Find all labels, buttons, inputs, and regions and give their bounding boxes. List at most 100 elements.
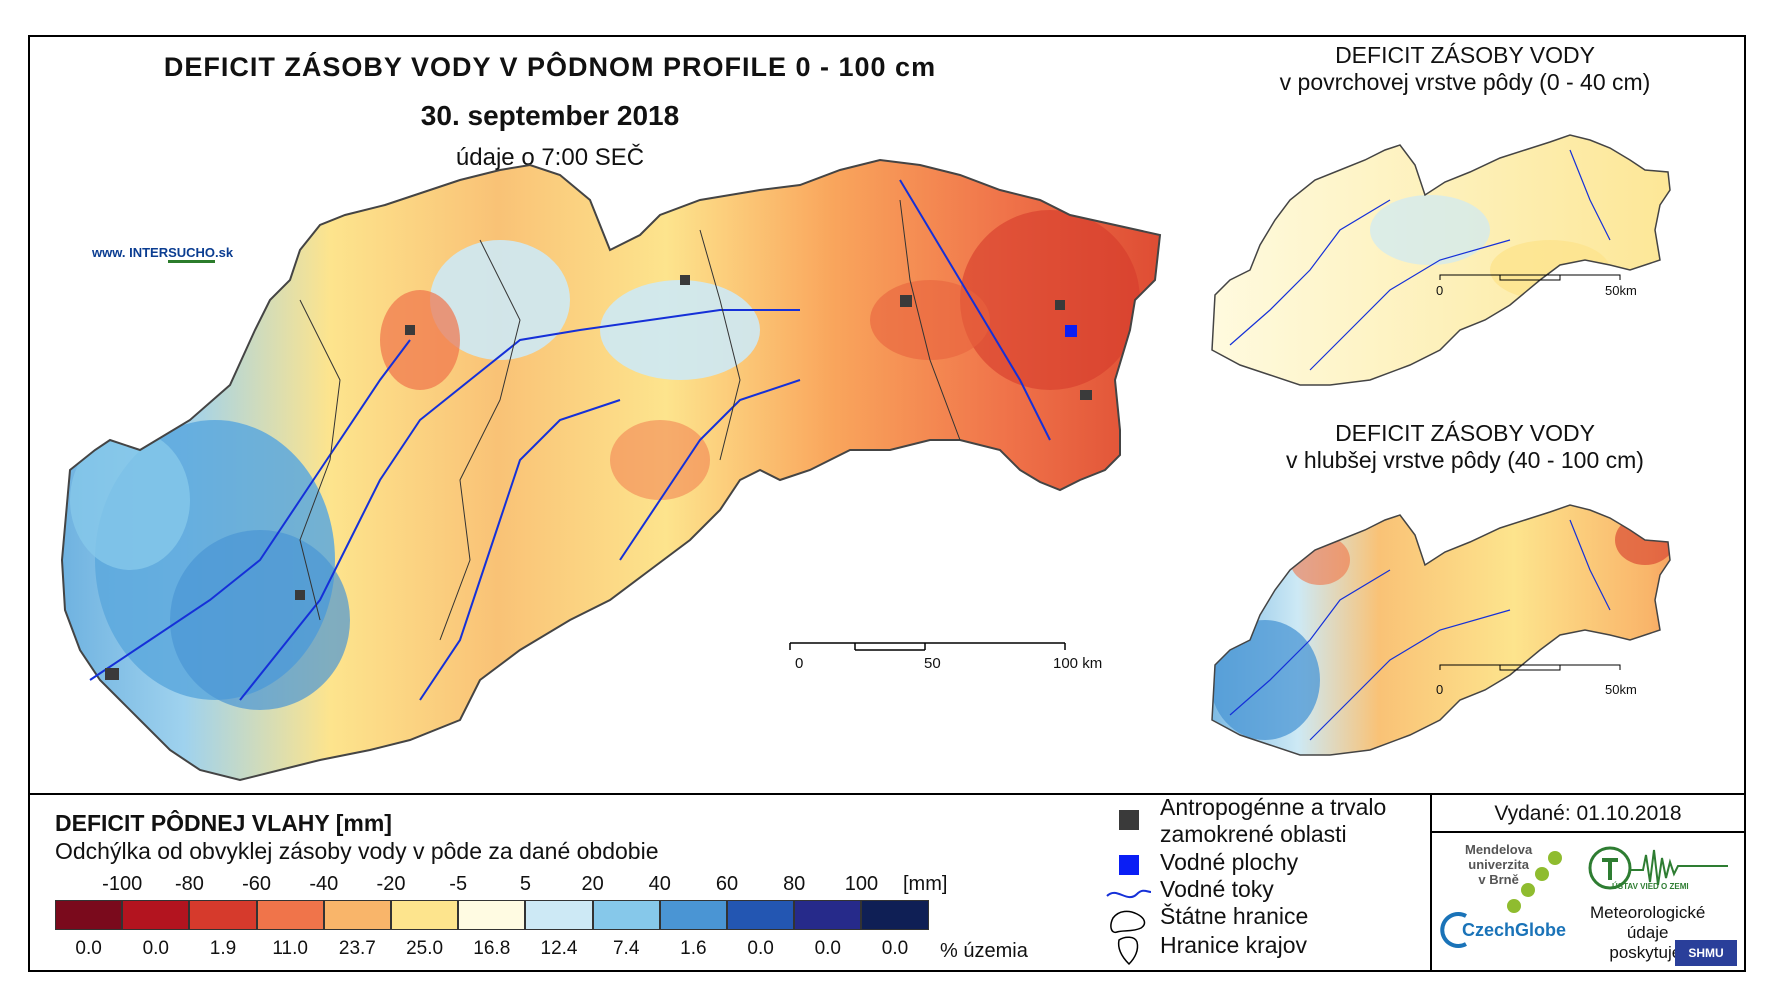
legend-swatch	[659, 900, 727, 930]
legend-class-label: -60	[242, 873, 272, 895]
legend-class-label: -40	[309, 873, 339, 895]
meteo-line1: Meteorologické	[1590, 903, 1706, 922]
legend-swatch	[391, 900, 459, 930]
mendel-line2: univerzita	[1468, 857, 1529, 872]
legend-percentage: 1.6	[680, 938, 707, 959]
site-prefix: www. INTER	[92, 245, 169, 260]
legend-percentage: 0.0	[881, 938, 909, 959]
legend-unit: [mm]	[903, 873, 948, 895]
main-scale-bar	[789, 642, 1066, 651]
legend-class-label: 60	[715, 873, 739, 895]
legend-swatch	[592, 900, 660, 930]
main-scale-0: 0	[795, 655, 804, 672]
legend-class-label: -100	[102, 873, 143, 895]
inset-top-scale-0: 0	[1436, 283, 1444, 298]
legend-class-label: 80	[783, 873, 806, 895]
legend-percentage: 16.8	[473, 938, 511, 959]
legend-percentage: 1.9	[209, 938, 237, 959]
symbol-region-border-label: Hranice krajov	[1160, 932, 1307, 958]
inset-top-title: DEFICIT ZÁSOBY VODY v povrchovej vrstve …	[1215, 42, 1715, 96]
legend-panel	[28, 793, 1746, 974]
rivers	[89, 179, 1051, 701]
symbol-anthropogenic-label: Antropogénne a trvalo zamokrené oblasti	[1160, 794, 1386, 848]
inset-bottom-scale-0: 0	[1436, 682, 1444, 697]
uvz-logo-text: ÚSTAV VIED O ZEMI	[1612, 882, 1689, 891]
legend-percentage: 0.0	[814, 938, 841, 959]
legend-swatch	[55, 900, 123, 930]
meteo-line2: údaje	[1626, 923, 1669, 942]
legend-class-label: -5	[449, 873, 468, 895]
legend-class-label: 20	[581, 873, 604, 895]
legend-swatch	[861, 900, 929, 930]
symbol-water-areas-label: Vodné plochy	[1160, 849, 1299, 875]
uvz-logo-icon	[1588, 846, 1728, 890]
issued-box	[1430, 795, 1746, 833]
mendel-line3: v Brně	[1478, 872, 1519, 887]
inset-top-scale-50: 50km	[1605, 283, 1637, 298]
site-suffix: .sk	[215, 245, 234, 260]
region-borders	[299, 199, 961, 641]
legend-swatch	[256, 900, 324, 930]
map-date: 30. september 2018	[420, 100, 680, 131]
map-title: DEFICIT ZÁSOBY VODY V PÔDNOM PROFILE 0 -…	[163, 52, 937, 82]
shmu-logo: SHMU	[1675, 940, 1737, 966]
legend-class-label: 100	[844, 873, 879, 895]
inset-bottom-title-line2: v hlubšej vrstve pôdy (40 - 100 cm)	[1286, 447, 1644, 473]
legend-swatch	[122, 900, 190, 930]
issued-date: Vydané: 01.10.2018	[1494, 802, 1682, 825]
site-mid: SUCHO	[168, 245, 216, 263]
water-area	[1065, 325, 1077, 337]
mendel-logo-text: Mendelova univerzita v Brně	[1465, 842, 1532, 887]
legend-subtitle: Odchýlka od obvyklej zásoby vody v pôde …	[55, 838, 659, 864]
inset-bottom-scale-50: 50km	[1605, 682, 1637, 697]
legend-swatch	[794, 900, 862, 930]
legend-percentage: 0.0	[75, 938, 102, 959]
legend-pct-label: % územia	[940, 940, 1028, 962]
legend-swatch	[727, 900, 795, 930]
legend-percentage: 25.0	[406, 938, 444, 959]
anthropogenic-symbol-icon	[1119, 810, 1139, 830]
czechglobe-logo: CzechGlobe	[1462, 920, 1567, 940]
mendel-line1: Mendelova	[1465, 842, 1533, 857]
inset-top-title-line1: DEFICIT ZÁSOBY VODY	[1335, 42, 1595, 68]
legend-class-label: -80	[174, 873, 204, 895]
legend-percentage: 23.7	[338, 938, 376, 959]
meteo-provider-text: Meteorologické údaje poskytuje:	[1590, 903, 1705, 963]
legend-swatch	[189, 900, 257, 930]
inset-top-title-line2: v povrchovej vrstve pôdy (0 - 40 cm)	[1279, 69, 1651, 95]
mendel-dots-icon	[1507, 851, 1562, 913]
legend-class-label: 5	[519, 873, 531, 895]
symbol-state-border-label: Štátne hranice	[1160, 903, 1309, 929]
inset-bottom-map	[1211, 504, 1671, 756]
meteo-line3: poskytuje:	[1609, 943, 1686, 962]
symbol-icons	[1106, 810, 1152, 966]
website-label: www. INTERSUCHO.sk	[92, 245, 234, 263]
anthropogenic-areas	[105, 275, 1092, 680]
legend-percentage: 0.0	[747, 938, 774, 959]
legend-percentage: 12.4	[540, 938, 578, 959]
stream-symbol-icon	[1106, 889, 1152, 899]
state-border-symbol-icon	[1110, 910, 1146, 934]
symbol-anthropogenic-line2: zamokrené oblasti	[1160, 821, 1347, 847]
legend-swatch	[323, 900, 391, 930]
state-border	[60, 158, 1162, 782]
inset-bottom-title: DEFICIT ZÁSOBY VODY v hlubšej vrstve pôd…	[1215, 420, 1715, 474]
legend-swatch	[458, 900, 526, 930]
main-scale-50: 50	[924, 655, 941, 672]
symbol-anthropogenic-line1: Antropogénne a trvalo	[1160, 794, 1387, 820]
legend-swatch	[525, 900, 593, 930]
legend-percentage: 11.0	[272, 938, 308, 959]
czechglobe-arc-icon	[1440, 912, 1467, 948]
legend-percentage: 0.0	[142, 938, 169, 959]
symbol-streams-label: Vodné toky	[1160, 876, 1274, 902]
legend-percentage: 7.4	[612, 938, 640, 959]
map-time: údaje o 7:00 SEČ	[455, 144, 645, 171]
inset-bottom-title-line1: DEFICIT ZÁSOBY VODY	[1335, 420, 1595, 446]
legend-title: DEFICIT PÔDNEJ VLAHY [mm]	[55, 810, 392, 836]
region-border-symbol-icon	[1117, 936, 1139, 966]
water-area-symbol-icon	[1119, 855, 1139, 875]
main-scale-100: 100 km	[1053, 655, 1103, 672]
legend-class-label: 40	[648, 873, 671, 895]
logos-box	[1430, 833, 1746, 972]
